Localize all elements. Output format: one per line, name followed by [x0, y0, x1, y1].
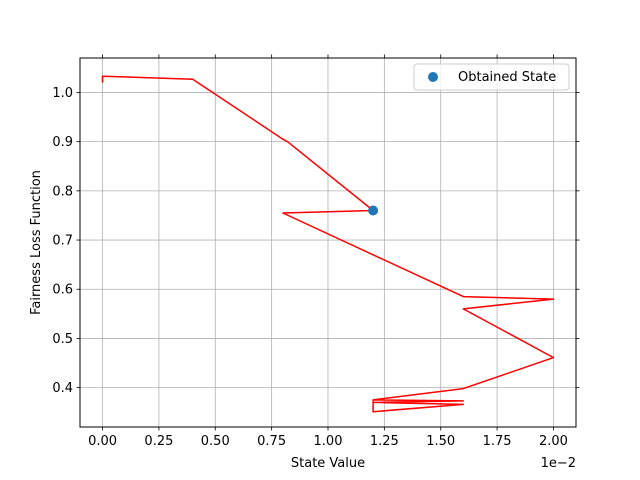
ticks: 0.00 0.25 0.50 0.75 1.00 1.25 1.50 1.75 2.00 0.4 0…: [52, 54, 580, 449]
y-tick-label: 1.0: [52, 86, 73, 101]
x-tick-label: 1.75: [483, 434, 512, 449]
y-tick-label: 0.6: [52, 283, 73, 298]
y-axis-label: Fairness Loss Function: [29, 170, 44, 315]
y-tick-label: 0.8: [52, 184, 73, 199]
scatter-point: [368, 205, 379, 216]
x-tick-label: 2.00: [539, 434, 568, 449]
y-tick-label: 0.5: [52, 332, 73, 347]
grid: [80, 58, 576, 427]
x-tick-label: 1.25: [370, 434, 399, 449]
y-tick-label: 0.7: [52, 234, 73, 249]
legend[interactable]: Obtained State: [413, 63, 570, 91]
legend-marker-obtained-state: [428, 72, 438, 82]
x-tick-label: 0.75: [257, 434, 286, 449]
y-tick-label: 0.4: [52, 381, 73, 396]
x-tick-label: 1.00: [314, 434, 343, 449]
legend-box: [413, 63, 570, 91]
x-axis-label: State Value: [291, 456, 365, 471]
series-line-0: [101, 75, 555, 413]
x-tick-label: 0.00: [88, 434, 117, 449]
y-tick-label: 0.9: [52, 135, 73, 150]
series-layer: [101, 75, 555, 413]
legend-label-obtained-state: Obtained State: [458, 70, 556, 85]
x-tick-label: 0.50: [201, 434, 230, 449]
x-tick-label: 1.50: [426, 434, 455, 449]
x-tick-label: 0.25: [144, 434, 173, 449]
x-axis-offset-label: 1e−2: [541, 456, 576, 471]
